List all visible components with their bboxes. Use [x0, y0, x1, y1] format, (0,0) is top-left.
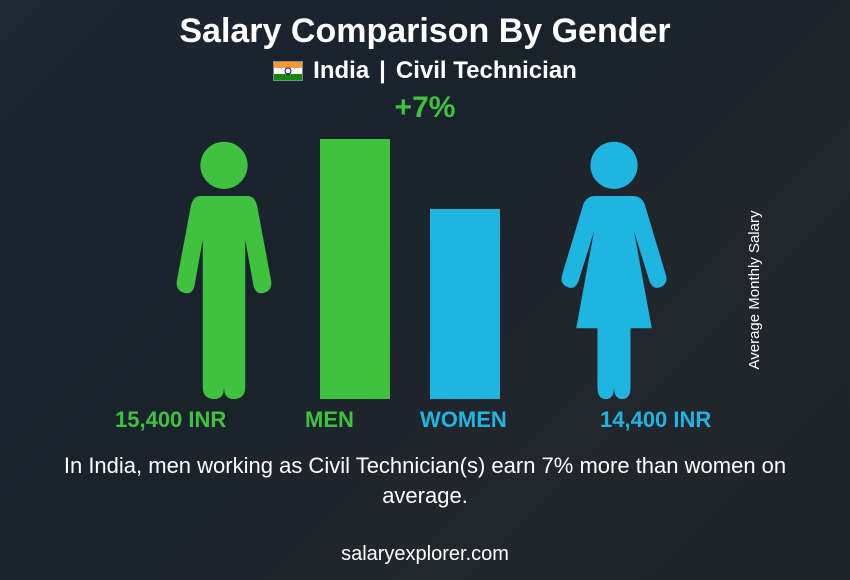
y-axis-label: Average Monthly Salary: [746, 211, 763, 370]
subtitle-row: India | Civil Technician: [0, 57, 850, 85]
footer-source: salaryexplorer.com: [0, 543, 850, 566]
caption-text: In India, men working as Civil Technicia…: [0, 439, 850, 510]
subtitle-country: India: [313, 57, 369, 85]
women-bar: [430, 209, 500, 399]
men-salary-value: 15,400 INR: [115, 407, 226, 433]
india-flag-icon: [273, 61, 303, 81]
women-salary-value: 14,400 INR: [600, 407, 711, 433]
subtitle-sep: |: [379, 57, 386, 85]
women-label: WOMEN: [420, 407, 507, 433]
subtitle-job: Civil Technician: [396, 57, 577, 85]
label-row: 15,400 INR MEN WOMEN 14,400 INR: [0, 403, 850, 439]
woman-figure-icon: [555, 139, 673, 399]
page-title: Salary Comparison By Gender: [0, 0, 850, 51]
men-label: MEN: [305, 407, 354, 433]
pct-diff-badge: +7%: [0, 91, 850, 125]
men-bar: [320, 139, 390, 399]
chart-area: 15,400 INR MEN WOMEN 14,400 INR: [0, 129, 850, 439]
man-figure-icon: [165, 139, 283, 399]
